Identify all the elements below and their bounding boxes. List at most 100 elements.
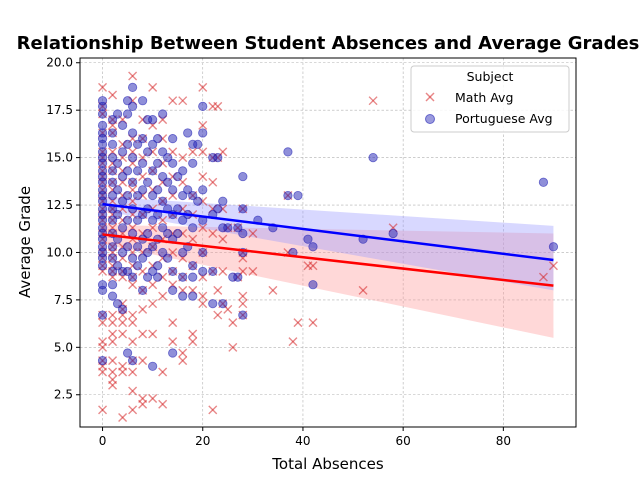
math-point-stroke [198, 120, 208, 130]
portuguese-point [158, 109, 168, 119]
portuguese-point [107, 280, 118, 290]
math-point [148, 394, 158, 404]
math-point [128, 318, 138, 328]
math-point [178, 356, 188, 366]
math-point-stroke [308, 318, 318, 328]
portuguese-point [133, 242, 143, 252]
math-point-stroke [538, 272, 548, 282]
math-point-stroke [108, 318, 118, 328]
math-point [98, 405, 108, 415]
portuguese-point [178, 166, 188, 176]
math-point [158, 399, 168, 409]
portuguese-point [97, 310, 108, 320]
math-point-stroke [188, 147, 198, 157]
math-point-stroke [178, 356, 188, 366]
portuguese-point [238, 228, 248, 239]
portuguese-point [107, 153, 118, 163]
math-point-stroke [208, 228, 218, 238]
math-point [268, 285, 278, 295]
math-point [188, 329, 198, 339]
math-point-stroke [188, 329, 198, 339]
portuguese-point [238, 204, 248, 214]
math-point [213, 310, 223, 320]
portuguese-point [122, 139, 133, 149]
portuguese-point [178, 215, 188, 225]
portuguese-point [293, 190, 303, 201]
math-point-stroke [168, 96, 178, 106]
portuguese-point [122, 266, 133, 277]
math-point-stroke [218, 234, 228, 244]
math-point [218, 234, 228, 244]
portuguese-point [283, 190, 293, 201]
math-point [148, 329, 158, 339]
math-point-stroke [248, 266, 258, 276]
math-point [188, 234, 198, 244]
portuguese-point [233, 223, 243, 233]
math-point-stroke [128, 318, 138, 328]
portuguese-point [112, 185, 123, 195]
portuguese-point [122, 348, 133, 358]
portuguese-point [97, 109, 108, 119]
portuguese-point [158, 223, 168, 233]
math-point-stroke [288, 337, 298, 347]
portuguese-point [107, 190, 118, 201]
regression-line [102, 202, 554, 262]
math-point [188, 147, 198, 157]
portuguese-point [368, 153, 378, 163]
portuguese-point [198, 128, 208, 138]
portuguese-point [178, 190, 188, 201]
math-point [138, 304, 148, 314]
portuguese-point [198, 185, 208, 195]
math-point-stroke [198, 82, 208, 92]
math-point-stroke [148, 82, 158, 92]
math-point-stroke [238, 299, 248, 309]
legend: Subject Math Avg Portuguese Avg [410, 65, 570, 133]
math-point-stroke [148, 280, 158, 290]
math-point-stroke [223, 304, 233, 314]
math-point [188, 337, 198, 347]
math-point-stroke [158, 367, 168, 377]
math-point [118, 329, 128, 339]
portuguese-point [97, 101, 108, 111]
legend-marker-math [425, 92, 435, 102]
portuguese-point [122, 96, 133, 106]
portuguese-point [178, 272, 188, 282]
y-tick-label: 17.5 [46, 103, 73, 117]
math-point [108, 356, 118, 366]
math-point [198, 223, 208, 233]
math-point-stroke [108, 367, 118, 377]
math-point-stroke [118, 318, 128, 328]
math-point [108, 329, 118, 339]
portuguese-point [303, 234, 313, 244]
math-point [208, 405, 218, 415]
portuguese-point [188, 158, 198, 168]
portuguese-point [117, 171, 128, 182]
plot-frame [79, 57, 577, 428]
portuguese-point [188, 261, 198, 271]
confidence-band [102, 196, 554, 291]
math-point-stroke [168, 318, 178, 328]
portuguese-point [138, 253, 148, 263]
math-point-stroke [158, 215, 168, 225]
portuguese-point [117, 223, 128, 233]
math-point-stroke [128, 71, 138, 81]
math-point-stroke [138, 266, 148, 276]
math-point [308, 261, 318, 271]
y-tick-label: 2.5 [54, 388, 73, 402]
math-point [128, 367, 138, 377]
math-point-stroke [108, 380, 118, 390]
math-point [168, 318, 178, 328]
portuguese-point [138, 185, 148, 195]
portuguese-point [238, 310, 248, 320]
portuguese-point [213, 153, 223, 163]
y-tick-label: 5.0 [54, 340, 73, 354]
math-point-stroke [188, 234, 198, 244]
math-point [158, 367, 168, 377]
portuguese-point [107, 166, 118, 176]
math-point-stroke [98, 342, 108, 352]
math-point-stroke [128, 337, 138, 347]
portuguese-point [117, 120, 128, 130]
portuguese-point [538, 177, 549, 187]
legend-label-portuguese: Portuguese Avg [455, 111, 553, 126]
